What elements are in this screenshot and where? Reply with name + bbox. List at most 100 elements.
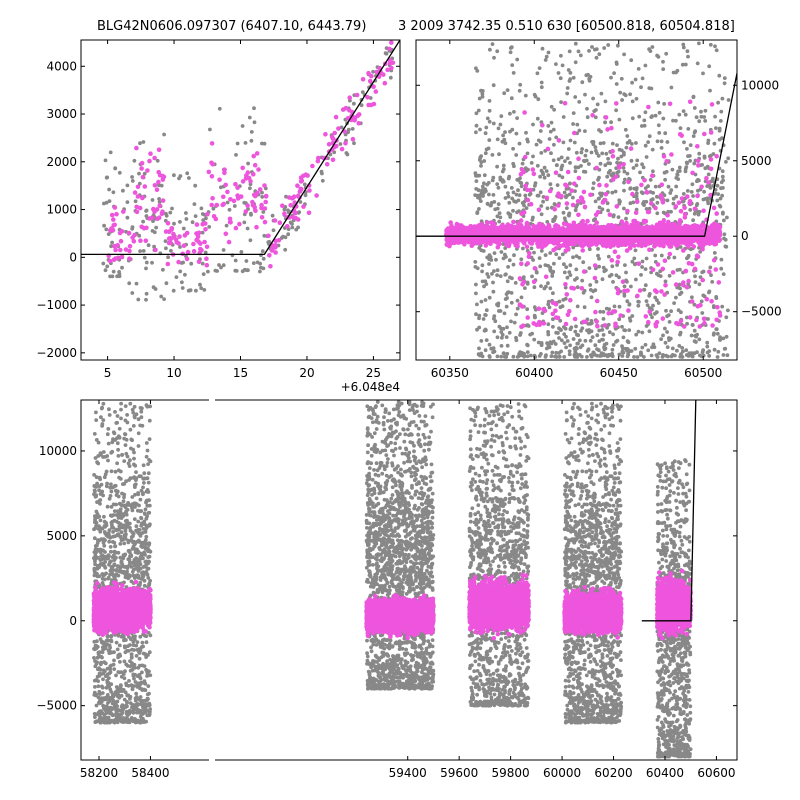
base-point	[620, 354, 625, 358]
base-point	[720, 169, 725, 174]
highlight-point	[524, 220, 530, 226]
base-point	[247, 115, 252, 120]
highlight-point	[655, 262, 661, 267]
base-point	[580, 278, 585, 283]
base-point	[625, 171, 630, 176]
highlight-point	[251, 171, 256, 177]
base-point	[514, 192, 519, 197]
base-point	[534, 142, 539, 147]
base-point	[496, 185, 501, 190]
base-point	[712, 347, 717, 352]
highlight-point	[591, 224, 597, 229]
base-point	[557, 336, 561, 340]
base-point	[567, 192, 572, 197]
base-point	[616, 169, 621, 174]
base-point	[702, 189, 706, 194]
base-point	[544, 54, 549, 59]
model-line	[81, 40, 400, 256]
highlight-point	[303, 172, 309, 177]
base-point	[654, 310, 659, 315]
base-point	[632, 262, 637, 267]
base-point	[690, 351, 694, 355]
base-point	[172, 173, 176, 178]
base-point	[567, 270, 572, 274]
base-point	[587, 49, 591, 53]
base-point	[698, 353, 702, 358]
base-point	[722, 236, 726, 241]
base-point	[585, 328, 589, 333]
base-point	[685, 315, 689, 320]
highlight-point	[148, 151, 153, 156]
y-tick-label: −1000	[36, 298, 77, 312]
base-point	[622, 188, 626, 193]
base-point	[630, 99, 635, 104]
base-point	[548, 286, 553, 291]
base-point	[558, 76, 563, 81]
highlight-point	[306, 210, 312, 216]
base-point	[144, 208, 149, 213]
base-point	[615, 338, 620, 343]
base-point	[628, 349, 632, 353]
highlight-point	[583, 228, 589, 234]
highlight-point	[160, 173, 165, 179]
highlight-point	[681, 248, 686, 253]
highlight-point	[633, 210, 639, 215]
highlight-point	[667, 251, 673, 257]
highlight-point	[360, 77, 366, 82]
base-point	[575, 276, 579, 281]
highlight-point	[273, 243, 278, 248]
base-point	[644, 256, 649, 261]
highlight-point	[592, 275, 598, 281]
base-point	[491, 289, 496, 294]
base-point	[552, 107, 556, 112]
highlight-point	[556, 242, 561, 247]
base-point	[568, 181, 572, 186]
base-point	[713, 191, 718, 196]
base-point	[672, 255, 677, 260]
base-point	[479, 299, 484, 304]
highlight-point	[605, 127, 610, 132]
base-point	[132, 158, 137, 163]
base-point	[548, 251, 553, 255]
base-point	[525, 137, 530, 142]
base-point	[574, 150, 579, 155]
base-point	[513, 281, 518, 285]
base-point	[486, 275, 491, 279]
base-point	[515, 57, 520, 62]
base-point	[490, 153, 495, 157]
base-point	[491, 193, 496, 197]
base-point	[583, 170, 588, 174]
base-point	[539, 80, 544, 85]
highlight-point	[543, 274, 549, 280]
base-point	[685, 49, 690, 54]
base-point	[514, 200, 518, 204]
base-point	[634, 163, 639, 168]
highlight-point	[609, 125, 614, 131]
base-point	[660, 355, 665, 359]
highlight-point	[682, 215, 688, 220]
highlight-point	[709, 102, 715, 107]
base-point	[155, 158, 160, 163]
base-point	[519, 181, 524, 186]
base-point	[621, 350, 626, 355]
base-point	[546, 302, 551, 307]
base-point	[260, 249, 265, 254]
base-point	[611, 343, 616, 347]
base-point	[551, 317, 555, 322]
base-point	[506, 194, 511, 199]
base-point	[506, 265, 510, 269]
base-point	[549, 354, 554, 359]
base-point	[491, 175, 496, 180]
base-point	[490, 272, 494, 276]
base-point	[706, 201, 711, 206]
highlight-point	[600, 239, 605, 244]
base-point	[655, 355, 660, 359]
base-point	[634, 332, 639, 337]
base-point	[531, 215, 535, 220]
base-point	[662, 170, 667, 175]
base-point	[498, 175, 503, 180]
base-point	[525, 342, 529, 347]
base-point	[161, 267, 165, 272]
highlight-point	[204, 244, 210, 250]
base-point	[383, 51, 388, 56]
